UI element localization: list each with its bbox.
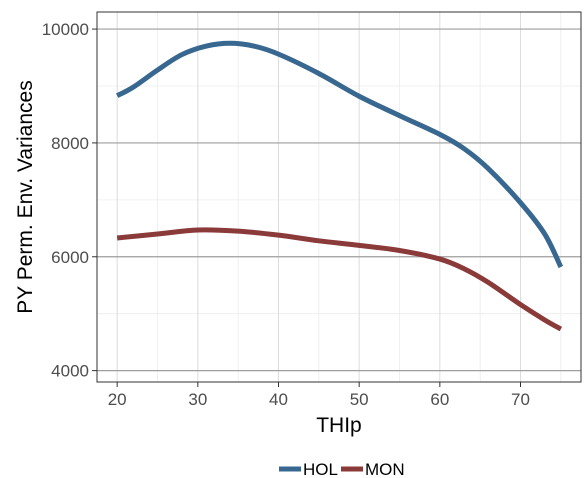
y-tick-label: 6000 <box>51 248 89 267</box>
legend: HOL MON <box>279 460 405 478</box>
legend-label-hol: HOL <box>303 460 338 478</box>
x-tick-label: 70 <box>511 390 530 409</box>
series-lines <box>115 40 564 332</box>
x-tick-label: 50 <box>350 390 369 409</box>
y-tick-label: 10000 <box>42 20 89 39</box>
x-axis-title: THIp <box>316 414 362 437</box>
x-axis-ticks: 20 30 40 50 60 70 <box>108 382 530 409</box>
plot-border <box>96 11 582 383</box>
plot-panel <box>97 12 581 382</box>
x-tick-label: 40 <box>269 390 288 409</box>
y-tick-label: 4000 <box>51 362 89 381</box>
y-axis-title: PY Perm. Env. Variances <box>14 80 37 313</box>
series-line-mon <box>116 227 563 332</box>
legend-label-mon: MON <box>365 460 405 478</box>
series-line-hol <box>115 40 564 269</box>
x-tick-label: 30 <box>188 390 207 409</box>
y-tick-label: 8000 <box>51 134 89 153</box>
y-axis-ticks: 4000 6000 8000 10000 <box>42 20 97 381</box>
x-tick-label: 20 <box>108 390 127 409</box>
grid-major <box>97 12 581 382</box>
x-tick-label: 60 <box>430 390 449 409</box>
